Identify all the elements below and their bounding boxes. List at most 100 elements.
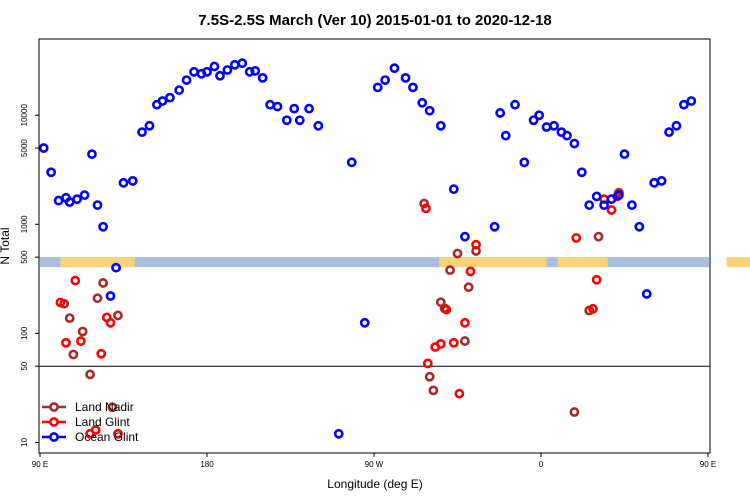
land-nadir-point [85,369,95,380]
ocean-glint-point [137,127,147,138]
ocean-glint-point [127,175,138,186]
land-glint-point [105,317,116,328]
ocean-glint-point [541,122,552,132]
ocean-glint-point [448,184,459,195]
y-tick-label: 100 [20,326,29,340]
land-nadir-point [445,265,455,276]
y-axis: 10 50 100 500 1000 5000 10000 [20,104,39,447]
land-glint-point [422,358,433,369]
land-band-land [60,257,135,268]
chart-title: 7.5S-2.5S March (Ver 10) 2015-01-01 to 2… [198,12,552,29]
x-tick-label: 180 [200,460,214,469]
y-tick-label: 5000 [20,139,29,157]
land-band-land [726,257,750,268]
ocean-glint-point [79,190,90,201]
legend-marker-land-glint [49,417,59,427]
ocean-glint-point [424,105,435,116]
x-tick-label: 90 E [700,460,716,469]
land-nadir-point [569,407,580,417]
land-glint-point [465,266,476,277]
ocean-glint-point [38,143,49,153]
x-axis: 90 E 180 90 W 0 90 E [32,453,716,469]
ocean-glint-point [619,149,630,160]
land-nadir-point [107,402,118,413]
ocean-glint-point [72,194,83,205]
ocean-glint-point [584,200,595,210]
ocean-glint-point [641,289,652,299]
ocean-glint-point [656,175,667,186]
ocean-glint-point [46,167,57,178]
ocean-glint-point [229,59,240,70]
ocean-glint-point [495,108,506,118]
ocean-glint-point [64,197,75,207]
ocean-glint-point [237,58,248,69]
ocean-glint-point [576,167,587,178]
ocean-glint-point [591,191,602,202]
ocean-glint-point [313,120,324,131]
land-glint-point [441,304,452,315]
ocean-glint-point [346,157,357,168]
ocean-glint-point [174,85,185,95]
land-nadir-point [428,385,439,396]
ocean-glint-point [599,200,609,210]
ocean-glint-point [408,82,418,93]
land-nadir-point [77,326,88,337]
ocean-glint-point [53,195,64,206]
ocean-glint-point [417,97,428,108]
ocean-glint-point [569,138,580,149]
ocean-glint-point [627,200,637,210]
land-nadir-point [593,231,604,242]
land-nadir-point [113,310,123,321]
land-nadir-point [424,371,435,382]
ocean-glint-point [534,110,545,121]
legend-label-land-glint: Land Glint [75,415,130,429]
y-tick-label: 1000 [20,215,29,233]
land-glint-point [471,239,481,250]
land-nadir-point [64,313,75,324]
ocean-glint-point [294,115,305,126]
y-tick-label: 10000 [20,104,29,127]
ocean-glint-point [304,103,314,114]
land-nadir-point [463,282,474,293]
ocean-glint-point [222,65,233,75]
y-tick-label: 10 [20,437,29,446]
land-band-land [438,257,547,268]
ocean-glint-point [678,99,689,110]
ocean-glint-point [380,75,391,85]
land-glint-point [588,303,598,314]
ocean-glint-point [250,65,261,76]
ocean-glint-point [400,72,411,83]
ocean-glint-point [500,130,511,141]
land-nadir-point [98,278,108,288]
land-glint-point [448,337,459,348]
land-glint-point [571,233,582,243]
ocean-glint-point [460,231,470,242]
land-nadir-point [452,248,463,259]
ocean-glint-point [265,99,275,110]
ocean-glint-point [686,96,697,106]
ocean-glint-point [289,103,300,114]
ocean-glint-point [510,99,520,110]
land-nadir-point [460,336,470,346]
ocean-glint-point [209,61,220,72]
ocean-glint-point [359,317,370,328]
ocean-glint-point [528,115,539,126]
x-tick-label: 90 E [32,460,48,469]
ocean-glint-point [202,66,212,77]
x-tick-label: 90 W [365,460,384,469]
ocean-glint-point [489,221,500,232]
land-glint-point [75,336,86,346]
ocean-glint-point [272,101,283,112]
land-glint-point [70,275,81,286]
land-band [40,257,750,268]
ocean-glint-point [671,120,682,131]
ocean-glint-point [181,75,192,85]
x-axis-label: Longitude (deg E) [327,477,422,491]
land-glint-point [113,428,123,439]
plot-frame [38,38,711,454]
ocean-glint-point [98,221,108,232]
land-nadir-point [419,198,429,209]
land-nadir-point [92,293,103,304]
ocean-glint-point [105,291,116,301]
